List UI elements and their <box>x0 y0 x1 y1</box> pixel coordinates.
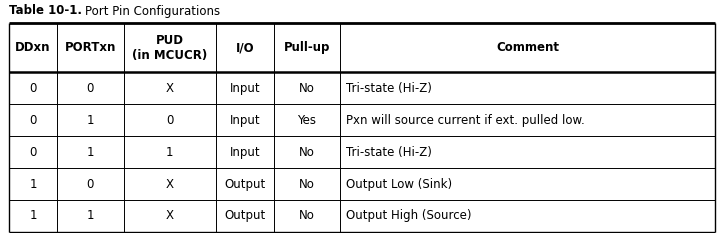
Text: PORTxn: PORTxn <box>64 41 116 54</box>
Text: Output: Output <box>224 178 266 191</box>
Text: Yes: Yes <box>298 113 316 127</box>
Text: Pull-up: Pull-up <box>284 41 330 54</box>
Text: 1: 1 <box>166 146 174 158</box>
Text: 1: 1 <box>29 209 37 223</box>
Text: Port Pin Configurations: Port Pin Configurations <box>85 4 221 17</box>
Text: Input: Input <box>230 82 260 95</box>
Text: 0: 0 <box>87 178 94 191</box>
Text: 0: 0 <box>29 113 37 127</box>
Text: X: X <box>166 82 174 95</box>
Text: 0: 0 <box>29 146 37 158</box>
Text: Output: Output <box>224 209 266 223</box>
Text: Input: Input <box>230 113 260 127</box>
Text: Pxn will source current if ext. pulled low.: Pxn will source current if ext. pulled l… <box>345 113 584 127</box>
Text: No: No <box>299 209 315 223</box>
Text: Output High (Source): Output High (Source) <box>345 209 471 223</box>
Text: I/O: I/O <box>235 41 254 54</box>
Text: 0: 0 <box>29 82 37 95</box>
Text: No: No <box>299 146 315 158</box>
Text: 1: 1 <box>87 209 94 223</box>
Text: 0: 0 <box>167 113 174 127</box>
Text: Tri-state (Hi-Z): Tri-state (Hi-Z) <box>345 146 432 158</box>
Text: 1: 1 <box>87 146 94 158</box>
Text: No: No <box>299 178 315 191</box>
Text: 1: 1 <box>29 178 37 191</box>
Text: X: X <box>166 209 174 223</box>
Text: Table 10-1.: Table 10-1. <box>9 4 83 17</box>
Text: 0: 0 <box>87 82 94 95</box>
Text: 1: 1 <box>87 113 94 127</box>
Text: No: No <box>299 82 315 95</box>
Text: PUD
(in MCUCR): PUD (in MCUCR) <box>132 34 208 62</box>
Text: Input: Input <box>230 146 260 158</box>
Text: Tri-state (Hi-Z): Tri-state (Hi-Z) <box>345 82 432 95</box>
Text: DDxn: DDxn <box>15 41 51 54</box>
Text: X: X <box>166 178 174 191</box>
Text: Comment: Comment <box>496 41 559 54</box>
Text: Output Low (Sink): Output Low (Sink) <box>345 178 452 191</box>
